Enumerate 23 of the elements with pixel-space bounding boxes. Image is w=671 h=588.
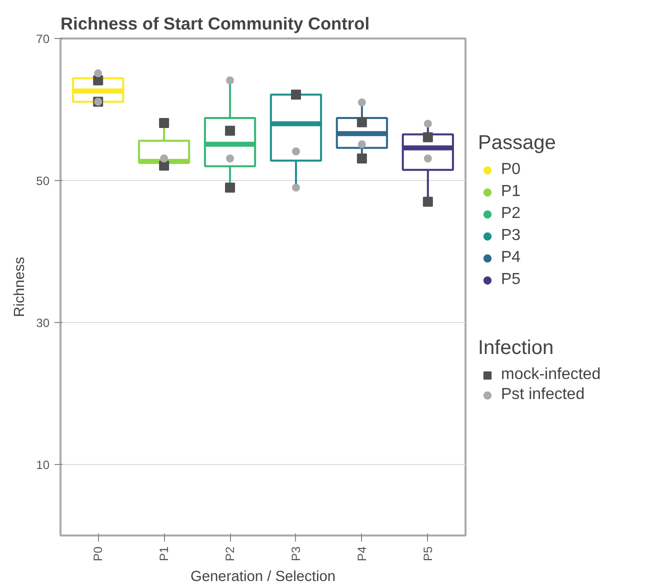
text: Infection <box>478 337 555 360</box>
legend-label: P0 <box>501 160 521 180</box>
legend-label: mock-infected <box>501 366 601 384</box>
x-axis-title: Generation / Selection <box>190 569 336 586</box>
legend-label: P1 <box>501 182 521 202</box>
x-tick-label: P5 <box>420 546 435 562</box>
legend-label: P3 <box>501 226 521 246</box>
y-tick-label: 70 <box>36 32 50 46</box>
x-tick-label: P1 <box>157 546 172 562</box>
chart-title: Richness of Start Community Control <box>60 14 370 34</box>
x-tick-label: P3 <box>288 546 303 562</box>
y-tick-label: 10 <box>36 458 50 472</box>
legend-label: P4 <box>501 248 521 268</box>
x-tick-label: P2 <box>223 546 238 562</box>
x-tick-label: P0 <box>91 546 106 562</box>
y-axis-title: Richness <box>12 256 28 318</box>
legend-label: P5 <box>501 270 521 290</box>
y-tick-label: 30 <box>36 316 50 330</box>
legend-label: P2 <box>501 204 521 224</box>
x-tick-label: P4 <box>354 546 369 562</box>
legend-label: Pst infected <box>501 386 585 404</box>
legend-title: Passage <box>478 132 556 155</box>
y-tick-label: 50 <box>36 174 50 188</box>
